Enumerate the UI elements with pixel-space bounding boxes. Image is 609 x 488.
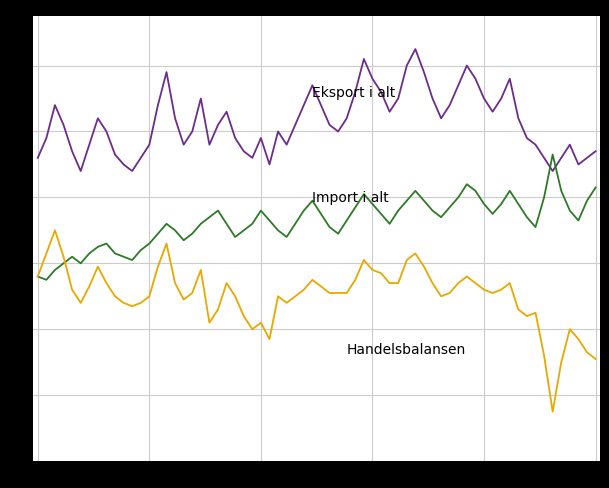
- Text: Handelsbalansen: Handelsbalansen: [347, 343, 466, 357]
- Text: Import i alt: Import i alt: [312, 191, 389, 204]
- Text: Eksport i alt: Eksport i alt: [312, 85, 396, 100]
